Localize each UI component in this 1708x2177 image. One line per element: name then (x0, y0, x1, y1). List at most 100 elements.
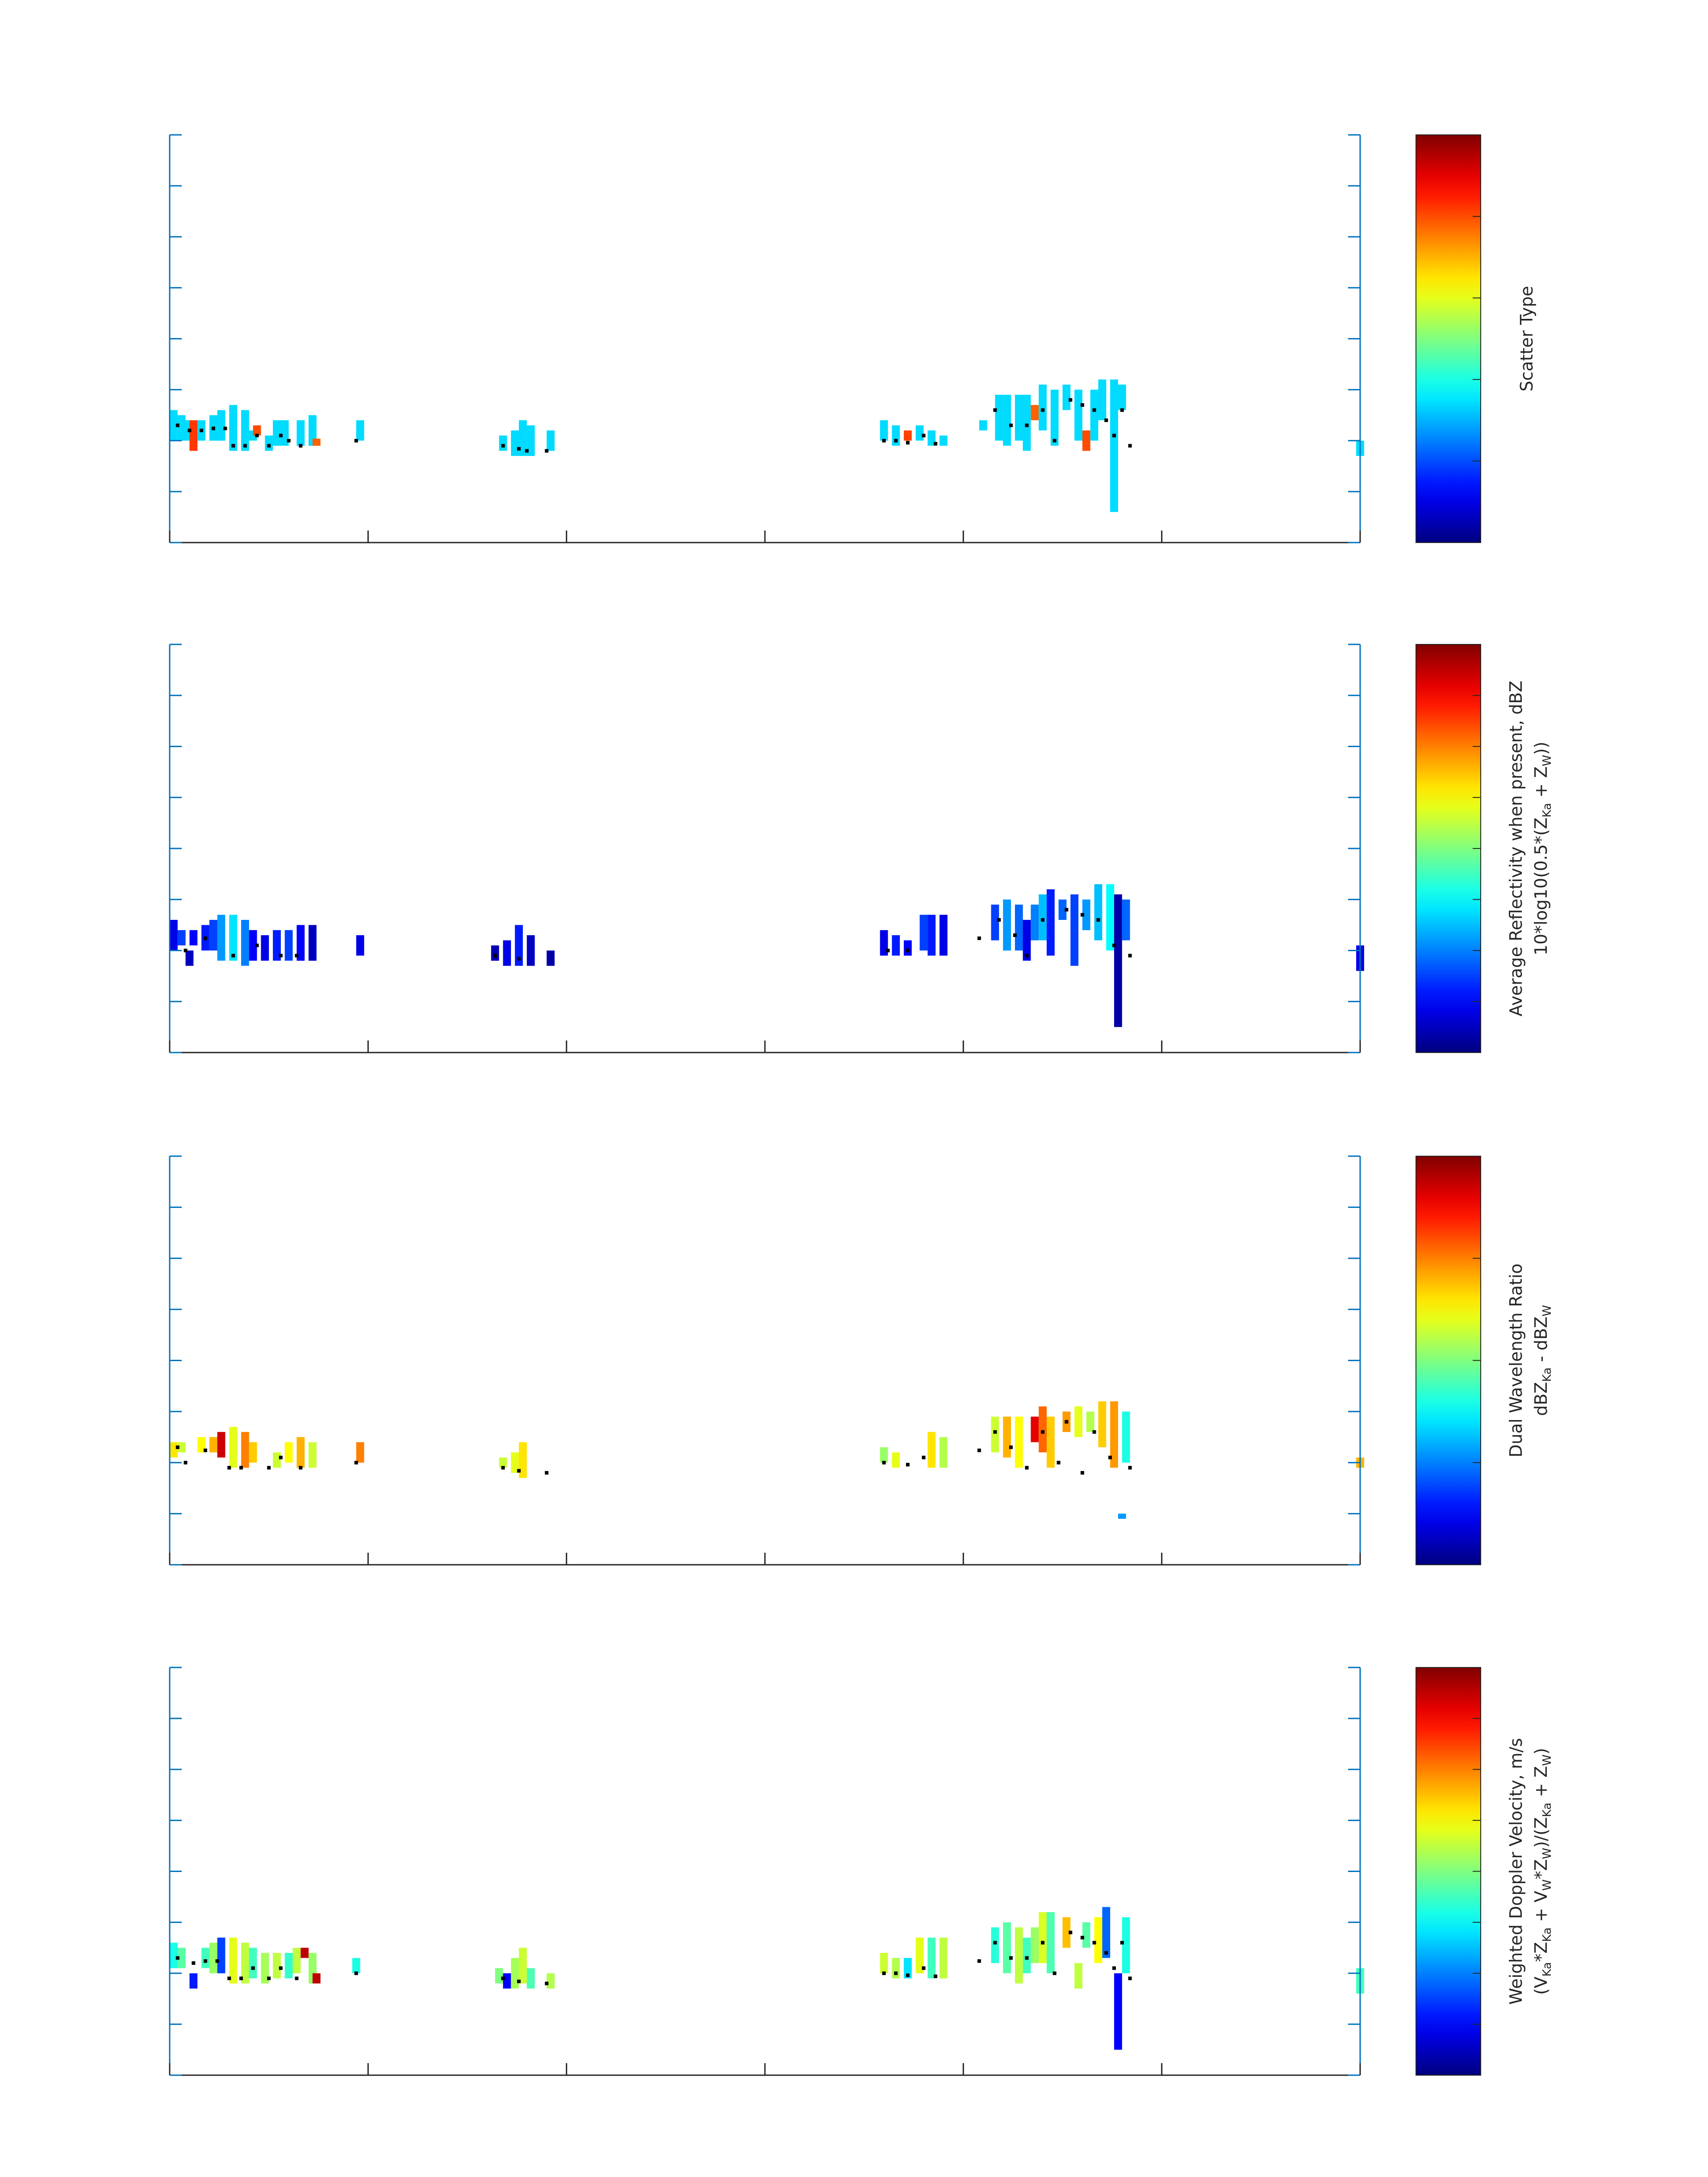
data-cell (309, 1442, 317, 1468)
data-cell (1015, 1927, 1023, 1984)
data-cell (296, 1437, 305, 1468)
cloud-base-marker (279, 1455, 283, 1459)
data-cell (177, 1947, 186, 1968)
data-cell (1102, 1907, 1111, 1958)
data-cell (170, 410, 178, 441)
cloud-base-marker (1080, 403, 1084, 407)
data-cell (1086, 1411, 1094, 1432)
data-cell (1015, 904, 1023, 951)
cloud-base-marker (545, 1471, 549, 1475)
colorbar-label: Average Reflectivity when present, dBZ (1506, 681, 1526, 1016)
cloud-base-marker (1041, 1941, 1045, 1945)
data-cell (229, 405, 238, 451)
cloud-base-marker (267, 1976, 271, 1981)
data-cell (892, 1452, 900, 1468)
data-cell (1082, 430, 1090, 451)
data-cell (352, 1958, 360, 1973)
data-cell (519, 1947, 527, 1984)
cloud-base-marker (882, 1971, 886, 1975)
data-cell (519, 1442, 527, 1478)
cloud-base-marker (993, 1941, 997, 1945)
data-cell (904, 430, 912, 441)
cloud-base-marker (1009, 1445, 1013, 1449)
panel-1: Scatter Type (169, 134, 1537, 543)
colorbar-label: Weighted Doppler Velocity, m/s (1506, 1738, 1526, 2005)
cloud-base-marker (211, 426, 215, 430)
data-cell (979, 420, 987, 430)
cloud-base-marker (922, 1455, 926, 1459)
data-cell (170, 919, 178, 951)
data-cell (1094, 1917, 1102, 1963)
cloud-base-marker (279, 953, 283, 957)
data-cell (991, 904, 999, 940)
cloud-base-marker (184, 949, 188, 953)
data-cell (229, 1427, 238, 1468)
cloud-base-marker (1013, 933, 1017, 937)
data-cell (1122, 1917, 1130, 1973)
cloud-base-marker (227, 1466, 231, 1470)
data-cell (995, 395, 1003, 441)
cloud-base-marker (1128, 444, 1132, 448)
cloud-base-marker (517, 1469, 521, 1473)
data-cell (519, 420, 527, 456)
cloud-base-marker (525, 449, 529, 453)
data-cell (1074, 1406, 1082, 1437)
data-cell (1074, 1963, 1082, 1989)
data-cell (1110, 379, 1118, 512)
data-cell (1031, 405, 1039, 421)
cloud-base-marker (977, 1959, 981, 1963)
data-cell (177, 1442, 186, 1453)
data-cell (185, 950, 194, 966)
cloud-base-marker (1069, 398, 1073, 402)
data-cell (1058, 899, 1067, 920)
cloud-base-marker (299, 444, 303, 448)
data-cell (241, 919, 249, 966)
cloud-base-marker (1069, 1930, 1073, 1935)
data-cell (503, 1973, 511, 1989)
data-cell (1003, 1922, 1011, 1973)
data-cell (177, 930, 186, 946)
cloud-base-marker (517, 957, 521, 961)
data-cell (1047, 1417, 1055, 1468)
cloud-base-marker (184, 1461, 188, 1465)
cloud-base-marker (175, 1445, 180, 1449)
data-cell (526, 935, 535, 966)
data-cell (1039, 1912, 1047, 1963)
data-cell (170, 1943, 178, 1968)
data-cell (241, 1943, 249, 1984)
data-cell (1114, 894, 1122, 1027)
cloud-base-marker (1057, 1461, 1061, 1465)
data-cell (309, 415, 317, 446)
data-cell (915, 1937, 924, 1973)
panel-2: Average Reflectivity when present, dBZ 10… (169, 643, 1554, 1053)
cloud-base-marker (1025, 423, 1029, 427)
data-cell (892, 1958, 900, 1979)
data-cell (511, 1452, 519, 1473)
cloud-base-marker (501, 1976, 505, 1981)
data-cell (209, 1943, 217, 1973)
cloud-base-marker (227, 1976, 231, 1981)
data-cell (292, 1947, 301, 1973)
cloud-base-marker (1108, 1455, 1112, 1459)
data-cell (526, 425, 535, 456)
data-cell (273, 930, 281, 961)
data-cell (880, 420, 888, 441)
cloud-base-marker (243, 444, 247, 448)
data-cell (1023, 395, 1031, 451)
cloud-base-marker (267, 1466, 271, 1470)
cloud-base-marker (354, 1971, 358, 1975)
cloud-base-marker (1041, 1430, 1045, 1434)
data-cell (904, 1958, 912, 1979)
data-cell (301, 1947, 309, 1958)
data-cell (217, 410, 226, 441)
cloud-base-marker (1128, 1976, 1132, 1981)
cloud-base-marker (215, 1959, 219, 1963)
data-cell (1070, 894, 1079, 966)
cloud-base-marker (1009, 1956, 1013, 1960)
cloud-base-marker (223, 426, 227, 430)
panel-4: Weighted Doppler Velocity, m/s(VKa​*ZKa​… (169, 1667, 1554, 2076)
data-cell (312, 439, 321, 446)
data-cell (880, 1953, 888, 1973)
data-cell (1106, 884, 1115, 951)
